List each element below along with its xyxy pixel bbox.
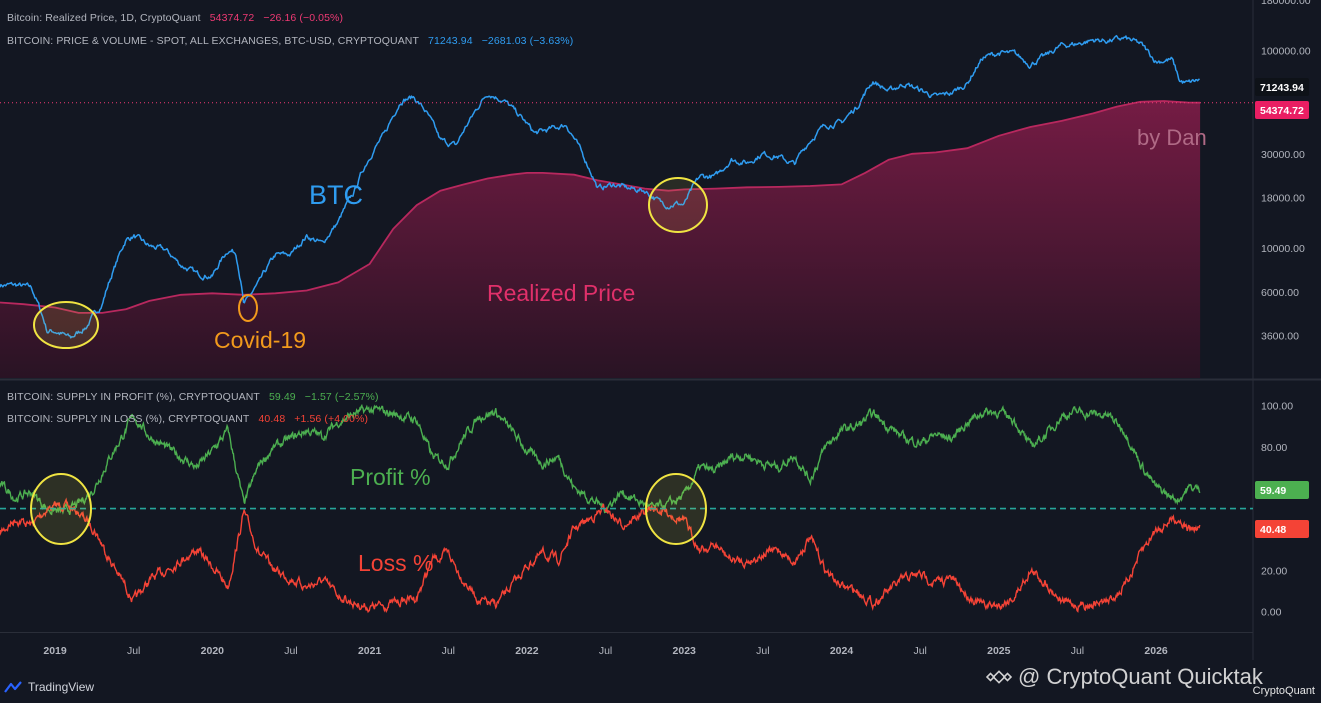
realized-price-annotation: Realized Price bbox=[487, 280, 635, 306]
legend-value: 54374.72 bbox=[209, 12, 255, 24]
legend-change: −26.16 (−0.05%) bbox=[263, 12, 344, 24]
legend-label: BITCOIN: PRICE & VOLUME - SPOT, ALL EXCH… bbox=[7, 35, 420, 47]
price-axis-tick: 10000.00 bbox=[1261, 243, 1305, 255]
btc-annotation: BTC bbox=[309, 180, 363, 210]
profit-badge bbox=[1255, 481, 1309, 499]
time-axis-tick: 2019 bbox=[43, 645, 67, 657]
legend-change: −2681.03 (−3.63%) bbox=[481, 35, 574, 47]
realized-price-line bbox=[0, 100, 1201, 314]
cryptoquant-brand: CryptoQuant bbox=[1252, 685, 1315, 697]
watermark-text: @ CryptoQuant Quicktak bbox=[1018, 664, 1263, 689]
btc-price-badge-text: 71243.94 bbox=[1260, 82, 1304, 94]
btc-price-line bbox=[0, 34, 1200, 339]
time-axis-tick: 2021 bbox=[358, 645, 382, 657]
tradingview-label: TradingView bbox=[28, 680, 95, 694]
highlight-circle-covid bbox=[238, 294, 258, 322]
legend-change: −1.57 (−2.57%) bbox=[304, 391, 379, 403]
realized-price-badge bbox=[1255, 101, 1309, 119]
time-axis-tick: 2026 bbox=[1144, 645, 1168, 657]
time-axis-tick: 2022 bbox=[515, 645, 539, 657]
supply-profit-line bbox=[0, 403, 1201, 516]
percent-axis-tick: 0.00 bbox=[1261, 606, 1282, 618]
time-axis-tick: Jul bbox=[284, 645, 297, 657]
legend-label: Bitcoin: Realized Price, 1D, CryptoQuant bbox=[7, 12, 201, 24]
percent-axis-tick: 80.00 bbox=[1261, 442, 1287, 454]
legend-label: BITCOIN: SUPPLY IN PROFIT (%), CRYPTOQUA… bbox=[7, 391, 260, 403]
realized-price-area bbox=[0, 101, 1201, 378]
price-axis-tick: 6000.00 bbox=[1261, 287, 1299, 299]
price-axis-tick: 100000.00 bbox=[1261, 45, 1311, 57]
author-annotation: by Dan bbox=[1137, 125, 1207, 150]
time-axis-tick: Jul bbox=[756, 645, 769, 657]
time-axis-tick: Jul bbox=[442, 645, 455, 657]
time-axis-tick: 2025 bbox=[987, 645, 1011, 657]
loss-badge-text: 40.48 bbox=[1260, 524, 1286, 536]
time-axis-tick: 2023 bbox=[673, 645, 697, 657]
legend-realized-price: Bitcoin: Realized Price, 1D, CryptoQuant… bbox=[7, 12, 349, 24]
btc-price-badge bbox=[1255, 78, 1309, 96]
legend-value: 40.48 bbox=[258, 413, 286, 425]
tradingview-logo[interactable]: TradingView bbox=[4, 680, 94, 694]
price-axis-tick: 180000.00 bbox=[1261, 0, 1311, 7]
price-axis-tick: 3600.00 bbox=[1261, 331, 1299, 343]
time-axis-tick: Jul bbox=[599, 645, 612, 657]
time-axis-tick: Jul bbox=[913, 645, 926, 657]
tradingview-icon bbox=[4, 681, 22, 693]
loss-annotation: Loss % bbox=[358, 550, 433, 576]
time-axis-tick: Jul bbox=[127, 645, 140, 657]
highlight-circle-2022-bottom bbox=[645, 473, 707, 545]
legend-label: BITCOIN: SUPPLY IN LOSS (%), CRYPTOQUANT bbox=[7, 413, 250, 425]
loss-badge bbox=[1255, 520, 1309, 538]
legend-value: 71243.94 bbox=[428, 35, 473, 47]
price-axis-tick: 18000.00 bbox=[1261, 193, 1305, 205]
highlight-circle-2022 bbox=[648, 177, 708, 233]
profit-annotation: Profit % bbox=[350, 464, 431, 490]
time-axis-tick: 2024 bbox=[830, 645, 854, 657]
covid-annotation: Covid-19 bbox=[214, 327, 306, 353]
cryptoquant-watermark: @ CryptoQuant Quicktak bbox=[986, 664, 1263, 690]
legend-btc-price: BITCOIN: PRICE & VOLUME - SPOT, ALL EXCH… bbox=[7, 35, 579, 47]
supply-loss-line bbox=[0, 497, 1201, 614]
price-axis-tick: 30000.00 bbox=[1261, 149, 1305, 161]
binance-icon bbox=[986, 670, 1012, 684]
highlight-circle-2019-bottom bbox=[30, 473, 92, 545]
legend-change: +1.56 (+4.00%) bbox=[294, 413, 369, 425]
highlight-circle-2019 bbox=[33, 301, 99, 349]
legend-supply-profit: BITCOIN: SUPPLY IN PROFIT (%), CRYPTOQUA… bbox=[7, 391, 385, 403]
percent-axis-tick: 100.00 bbox=[1261, 401, 1293, 413]
percent-axis-tick: 20.00 bbox=[1261, 565, 1287, 577]
time-axis-tick: 2020 bbox=[201, 645, 225, 657]
profit-badge-text: 59.49 bbox=[1260, 485, 1286, 497]
time-axis-tick: Jul bbox=[1071, 645, 1084, 657]
realized-price-badge-text: 54374.72 bbox=[1260, 105, 1304, 117]
legend-value: 59.49 bbox=[268, 391, 296, 403]
legend-supply-loss: BITCOIN: SUPPLY IN LOSS (%), CRYPTOQUANT… bbox=[7, 413, 374, 425]
